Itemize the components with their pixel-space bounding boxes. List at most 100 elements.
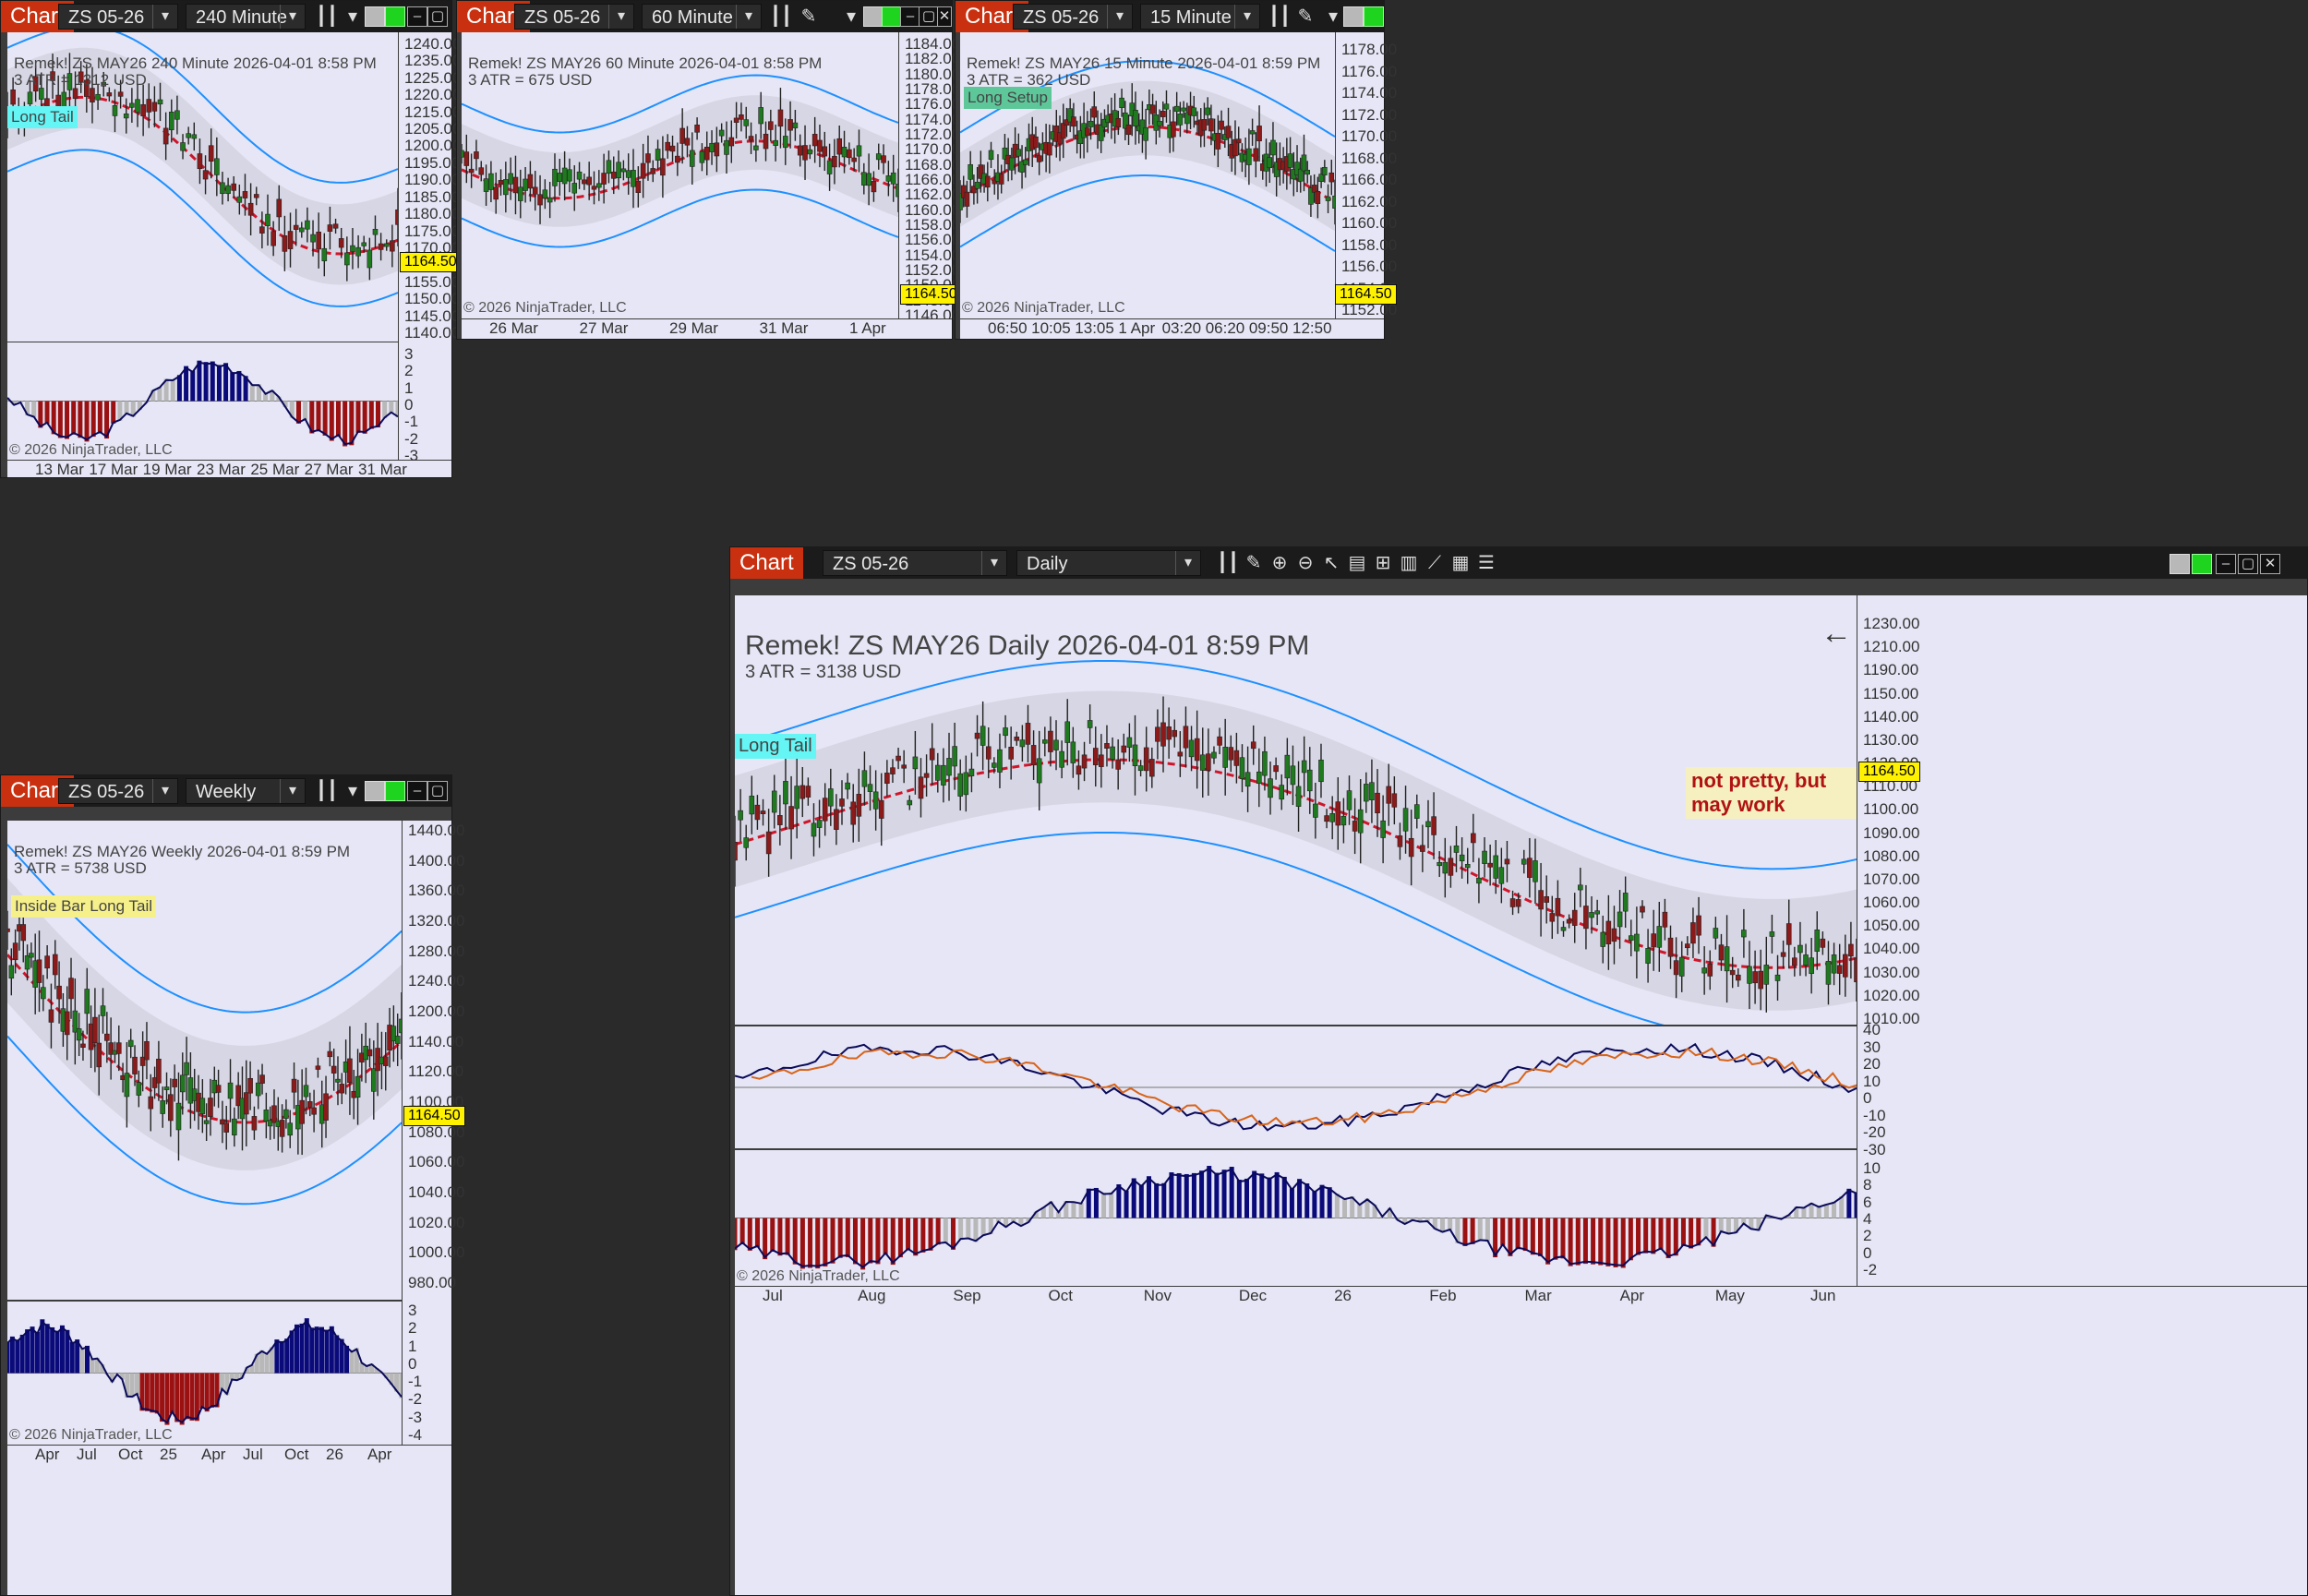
indicators-icon[interactable]: ▥ [1400, 553, 1418, 573]
candle-body [232, 1118, 237, 1135]
candle-body [48, 1009, 54, 1023]
maximize-button[interactable]: ▢ [427, 781, 448, 801]
chevron-down-icon[interactable]: ▾ [152, 5, 177, 29]
time-axis[interactable]: 13 Mar 17 Mar 19 Mar 23 Mar 25 Mar 27 Mar 31 M… [7, 461, 451, 478]
link-color-button-green[interactable] [385, 6, 405, 27]
candle-body [64, 1011, 70, 1036]
pencil-icon[interactable]: ✎ [800, 6, 817, 27]
chevron-down-icon[interactable]: ▾ [608, 5, 633, 29]
candle-body [1301, 154, 1307, 172]
price-axis[interactable]: 1240.00 1235.00 1225.00 1220.00 1215.00 1205.… [399, 32, 461, 464]
link-color-button-green[interactable] [1364, 6, 1384, 27]
link-color-button[interactable] [1343, 6, 1364, 27]
properties-icon[interactable]: ⊞ [1375, 553, 1391, 573]
maximize-button[interactable]: ▢ [919, 6, 939, 27]
instrument-select[interactable]: ZS 05-26 ▾ [1013, 4, 1133, 30]
time-axis[interactable]: Jul Aug Sep Oct Nov Dec 26 Feb Mar Apr May Jun [735, 1287, 2307, 1595]
link-color-button-green[interactable] [882, 6, 902, 27]
instrument-select[interactable]: ZS 05-26 ▾ [823, 550, 1007, 576]
minimize-button[interactable]: – [407, 781, 427, 801]
oscillator-pane[interactable]: © 2026 NinjaTrader, LLC [7, 1302, 402, 1445]
instrument-select[interactable]: ZS 05-26 ▾ [58, 778, 178, 804]
time-axis[interactable]: Apr Jul Oct 25 Apr Jul Oct 26 Apr [7, 1446, 451, 1595]
price-pane[interactable]: Remek! ZS MAY26 60 Minute 2026-04-01 8:5… [462, 32, 898, 318]
histogram-bar [368, 401, 374, 429]
chevron-down-icon[interactable]: ▾ [280, 779, 305, 803]
zoom-out-icon[interactable]: ⊖ [1297, 553, 1314, 573]
histogram-bar [1560, 1218, 1566, 1259]
minimize-button[interactable]: – [2216, 554, 2236, 574]
oscillator-pane[interactable]: © 2026 NinjaTrader, LLC [7, 342, 398, 460]
bar-type-icon[interactable]: ┃┃ [315, 6, 339, 27]
interval-select[interactable]: 60 Minute ▾ [642, 4, 762, 30]
minimize-button[interactable]: – [407, 6, 427, 27]
price-axis[interactable]: 1440.00 1400.00 1360.00 1320.00 1280.00 1240.… [403, 821, 464, 1445]
chevron-down-icon[interactable]: ▾ [1107, 5, 1132, 29]
histogram-bar [897, 1218, 903, 1258]
zoom-in-icon[interactable]: ⊕ [1271, 553, 1288, 573]
instrument-select[interactable]: ZS 05-26 ▾ [514, 4, 634, 30]
candle-body [339, 1084, 345, 1094]
back-arrow-icon[interactable]: ← [1821, 616, 1852, 651]
link-color-button-green[interactable] [2192, 554, 2212, 574]
bar-type-icon[interactable]: ┃┃ [1268, 6, 1292, 27]
bar-type-icon[interactable]: ┃┃ [1216, 553, 1240, 573]
close-button[interactable]: ✕ [937, 6, 952, 27]
histogram-bar [1756, 1218, 1761, 1231]
pencil-icon[interactable]: ✎ [1245, 553, 1262, 573]
chevron-down-icon[interactable]: ▾ [152, 779, 177, 803]
chevron-down-icon[interactable]: ▾ [347, 6, 358, 27]
templates-icon[interactable]: ▦ [1451, 553, 1470, 573]
chevron-down-icon[interactable]: ▾ [981, 551, 1006, 575]
pencil-icon[interactable]: ✎ [1297, 6, 1314, 27]
close-button[interactable]: ✕ [2260, 554, 2280, 574]
candle-body [1201, 119, 1208, 131]
interval-select[interactable]: Daily ▾ [1016, 550, 1201, 576]
histogram-bar [1651, 1218, 1656, 1254]
oscillator-pane[interactable] [735, 1026, 1857, 1148]
link-color-button[interactable] [863, 6, 884, 27]
histogram-bar [125, 1373, 130, 1398]
histogram-pane[interactable]: © 2026 NinjaTrader, LLC [735, 1150, 1857, 1286]
link-color-button-green[interactable] [385, 781, 405, 801]
price-axis[interactable]: 1178.00 1176.00 1174.00 1172.00 1170.00 1168.… [1336, 32, 1397, 318]
time-axis[interactable]: 06:50 10:05 13:05 1 Apr 03:20 06:20 09:50 12:50 [960, 319, 1384, 339]
minimize-button[interactable]: – [900, 6, 920, 27]
chevron-down-icon[interactable]: ▾ [736, 5, 761, 29]
link-color-button[interactable] [2170, 554, 2190, 574]
chevron-down-icon[interactable]: ▾ [347, 781, 358, 801]
price-axis-label: 1100.00 [1863, 800, 1919, 819]
cursor-icon[interactable]: ↖ [1323, 553, 1340, 573]
chevron-down-icon[interactable]: ▾ [846, 6, 857, 27]
list-icon[interactable]: ☰ [1478, 553, 1495, 573]
price-axis-label: 1168.00 [1341, 149, 1398, 167]
price-axis[interactable]: 1230.00 1210.00 1190.00 1150.00 1140.00 1130.… [1857, 595, 2307, 1286]
candle-body [223, 1122, 230, 1133]
interval-select[interactable]: Weekly ▾ [186, 778, 306, 804]
bar-type-icon[interactable]: ┃┃ [315, 781, 339, 801]
candle-body [660, 158, 666, 176]
chevron-down-icon[interactable]: ▾ [1234, 5, 1259, 29]
maximize-button[interactable]: ▢ [2238, 554, 2258, 574]
maximize-button[interactable]: ▢ [427, 6, 448, 27]
interval-select[interactable]: 15 Minute ▾ [1140, 4, 1260, 30]
chevron-down-icon[interactable]: ▾ [280, 5, 305, 29]
data-box-icon[interactable]: ▤ [1348, 553, 1366, 573]
link-color-button[interactable] [365, 6, 385, 27]
histogram-bar [935, 1218, 941, 1245]
price-axis[interactable]: 1184.00 1182.00 1180.00 1178.00 1176.00 1174.… [899, 32, 960, 324]
price-pane[interactable]: Remek! ZS MAY26 Weekly 2026-04-01 8:59 P… [7, 821, 402, 1300]
price-pane[interactable]: Remek! ZS MAY26 Daily 2026-04-01 8:59 PM… [735, 595, 1857, 1025]
chart-menu-button[interactable]: Chart [730, 547, 803, 579]
price-pane[interactable]: Remek! ZS MAY26 240 Minute 2026-04-01 8:… [7, 32, 398, 342]
link-color-button[interactable] [365, 781, 385, 801]
strategies-icon[interactable]: ⟋ [1428, 553, 1441, 573]
chevron-down-icon[interactable]: ▾ [1328, 6, 1339, 27]
price-pane[interactable]: Remek! ZS MAY26 15 Minute 2026-04-01 8:5… [960, 32, 1335, 318]
interval-select[interactable]: 240 Minute ▾ [186, 4, 306, 30]
chevron-down-icon[interactable]: ▾ [1175, 551, 1200, 575]
bar-type-icon[interactable]: ┃┃ [769, 6, 793, 27]
candle-body [1318, 174, 1324, 182]
instrument-select[interactable]: ZS 05-26 ▾ [58, 4, 178, 30]
time-axis[interactable]: 26 Mar 27 Mar 29 Mar 31 Mar 1 Apr [462, 319, 952, 339]
